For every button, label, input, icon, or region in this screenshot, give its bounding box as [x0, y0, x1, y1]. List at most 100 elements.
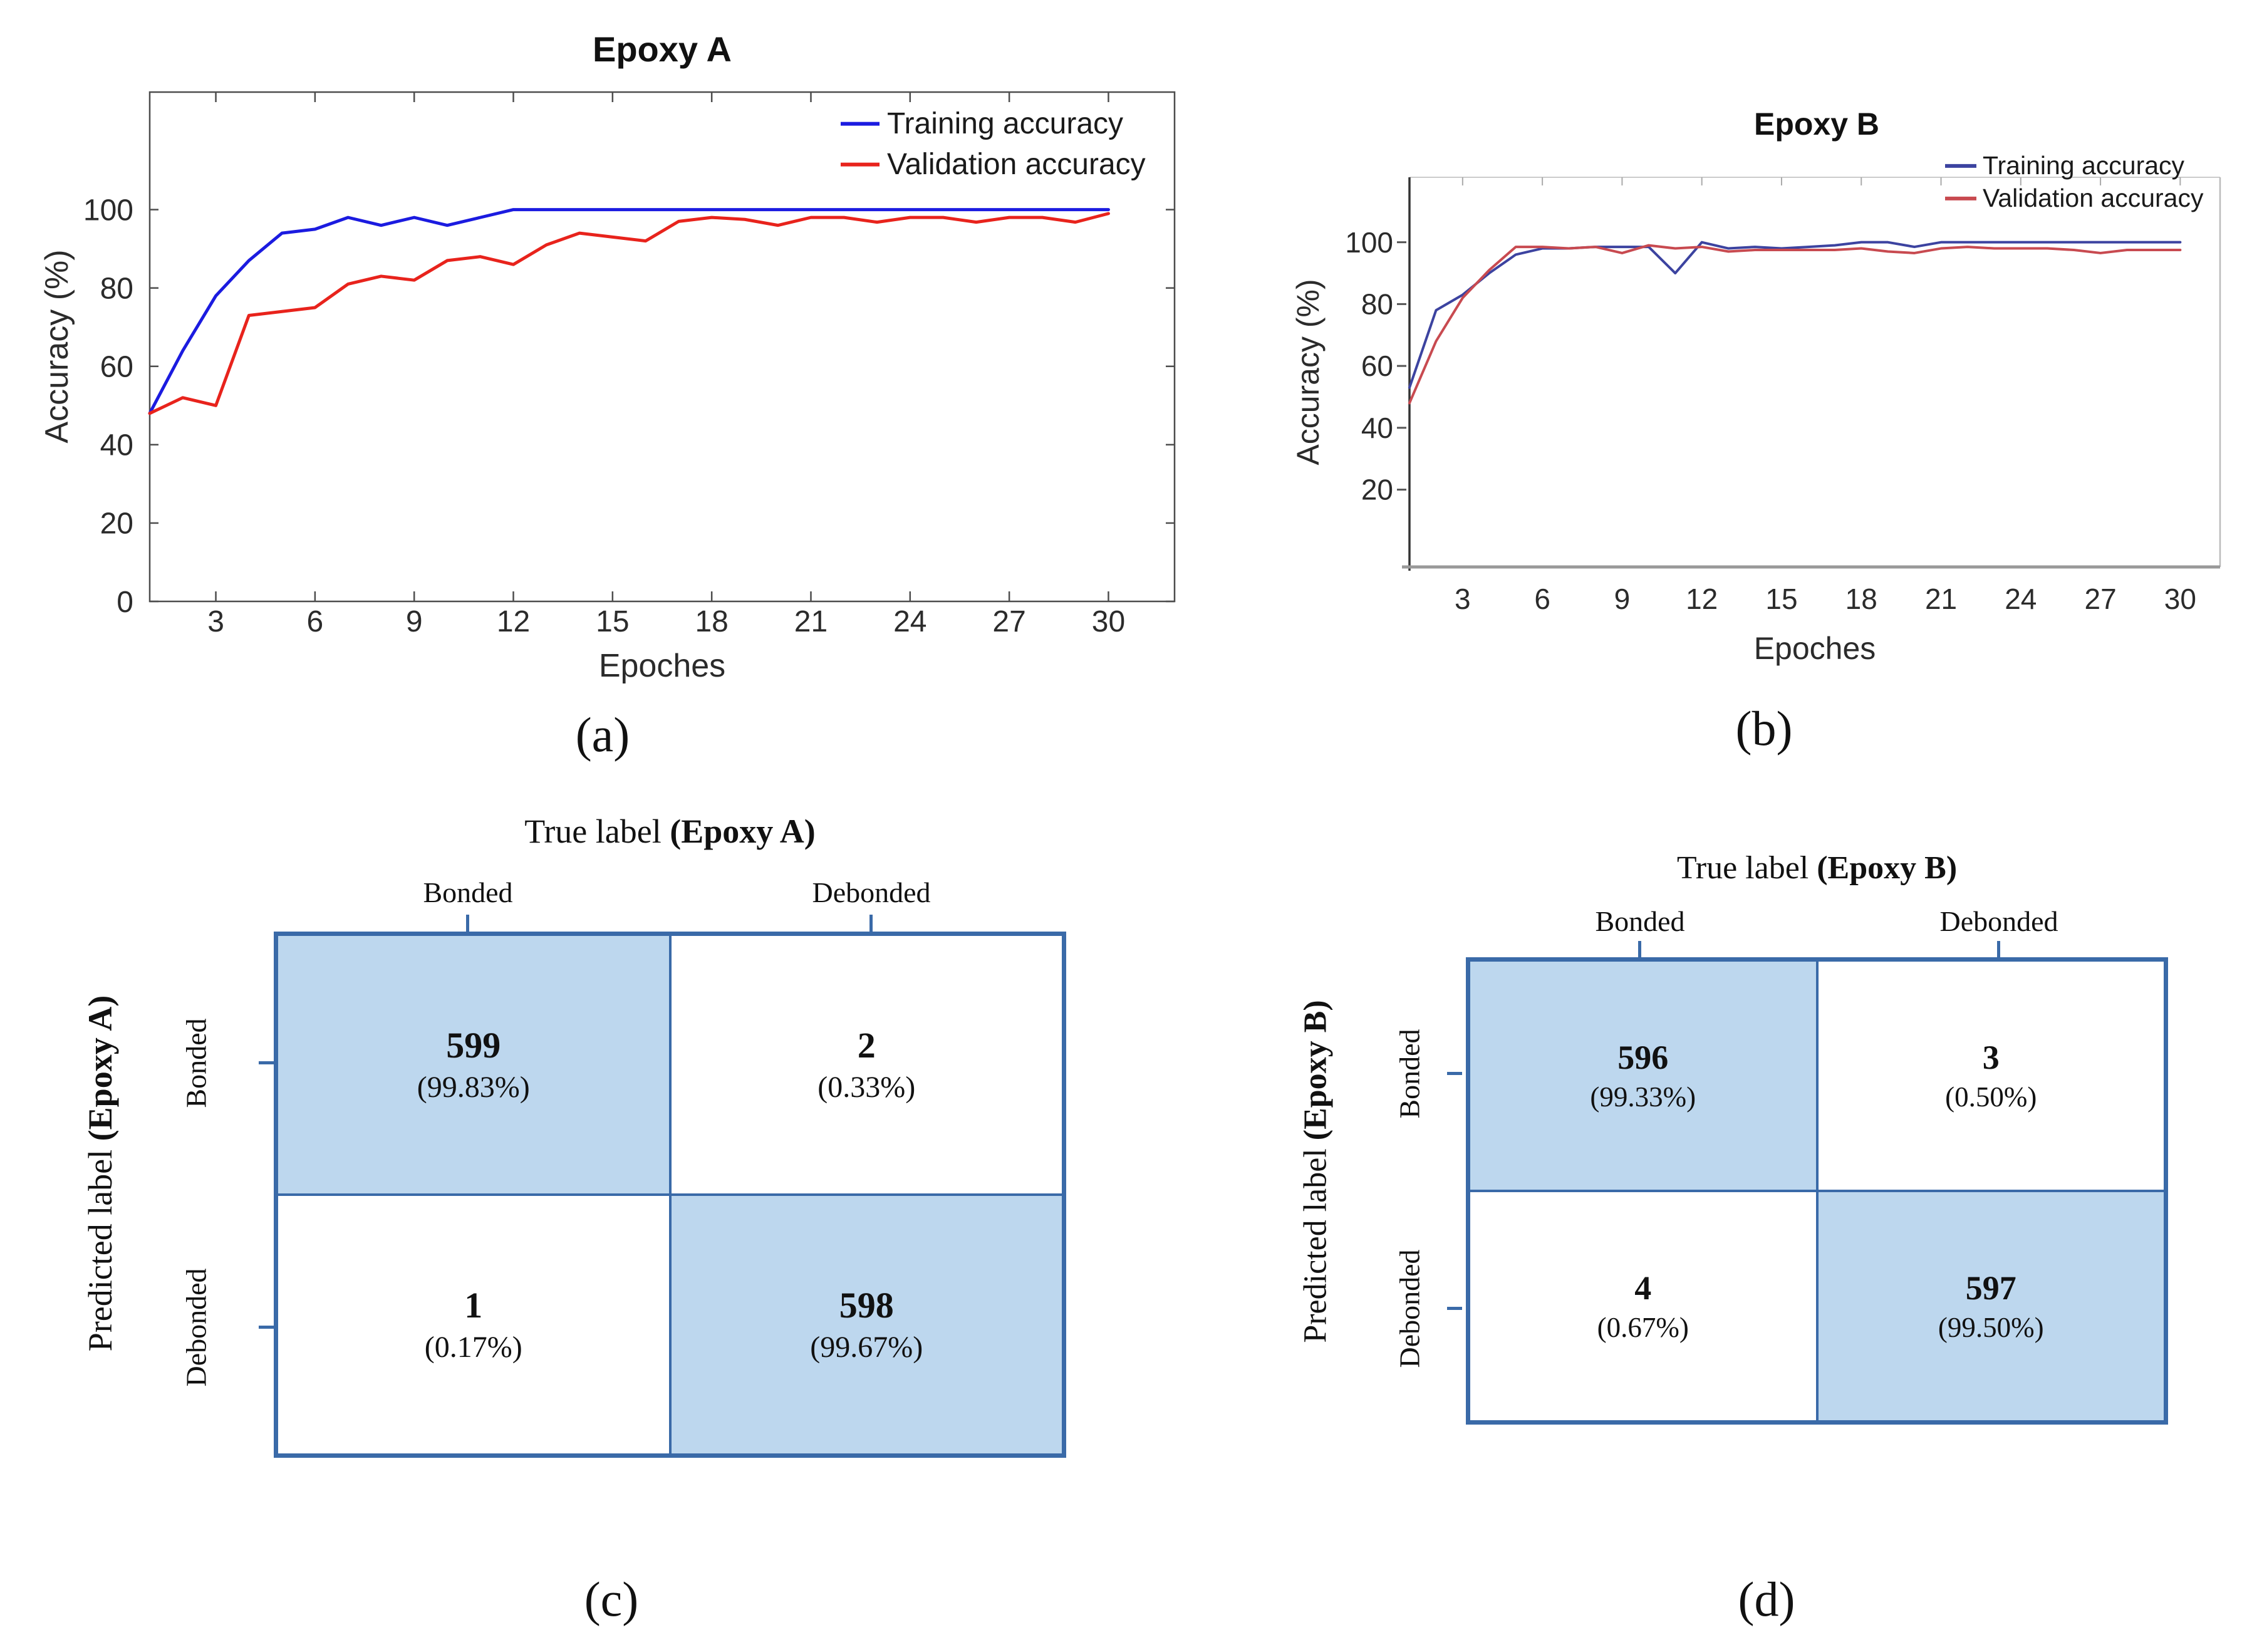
cm-a-row-tick-1 [259, 1061, 274, 1064]
svg-text:18: 18 [1845, 583, 1877, 615]
cm-a-count-11: 598 [839, 1284, 894, 1326]
cm-b-col-label-debonded: Debonded [1939, 905, 2058, 937]
svg-text:24: 24 [893, 605, 926, 638]
svg-text:40: 40 [100, 429, 133, 462]
cm-a-count-00: 599 [446, 1024, 501, 1066]
cm-a-col-axis-bold: (Epoxy A) [670, 813, 816, 850]
svg-text:Epoxy B: Epoxy B [1754, 106, 1879, 142]
svg-text:20: 20 [1361, 474, 1393, 506]
cm-b-count-00: 596 [1617, 1038, 1669, 1076]
caption-d: (d) [1738, 1572, 1795, 1626]
svg-text:60: 60 [100, 351, 133, 384]
cm-b-cell-bonded-bonded: 596 (99.33%) [1469, 960, 1817, 1191]
cm-a-row-label-bonded: Bonded [180, 1018, 212, 1108]
svg-text:Validation accuracy: Validation accuracy [887, 148, 1146, 181]
svg-text:21: 21 [1925, 583, 1957, 615]
cm-a-pct-01: (0.33%) [817, 1070, 916, 1104]
cm-a-row-axis-bold: (Epoxy A) [81, 995, 119, 1141]
svg-text:Epoxy A: Epoxy A [593, 29, 732, 69]
cm-a-col-axis-title: True label (Epoxy A) [274, 812, 1066, 851]
cm-a-cell-bonded-bonded: 599 (99.83%) [277, 935, 670, 1195]
svg-text:24: 24 [2005, 583, 2037, 615]
cm-a-count-01: 2 [857, 1024, 876, 1066]
cm-a-col-label-bonded: Bonded [423, 876, 513, 908]
cm-a-pct-10: (0.17%) [424, 1330, 522, 1364]
cm-b-cell-debonded-debonded: 597 (99.50%) [1817, 1191, 2165, 1421]
cm-a-cell-debonded-bonded: 1 (0.17%) [277, 1195, 670, 1455]
cm-a-count-10: 1 [464, 1284, 483, 1326]
svg-text:Training accuracy: Training accuracy [1983, 151, 2185, 180]
epoxy-a-accuracy-chart: 3 6 9 12 15 18 21 24 27 30 0 20 40 60 80 100 Epoches Accu… [39, 29, 1176, 684]
svg-text:3: 3 [1455, 583, 1471, 615]
cm-a-cell-debonded-debonded: 598 (99.67%) [670, 1195, 1063, 1455]
svg-text:Accuracy (%): Accuracy (%) [1290, 279, 1326, 465]
caption-a: (a) [575, 707, 630, 762]
svg-text:0: 0 [117, 586, 133, 619]
svg-text:12: 12 [497, 605, 530, 638]
cm-b-pct-11: (99.50%) [1938, 1311, 2044, 1343]
cm-b-grid: 596 (99.33%) 3 (0.50%) 4 (0.67%) 597 (99… [1466, 957, 2168, 1425]
cm-b-col-label-bonded: Bonded [1595, 905, 1685, 937]
cm-b-row-label-debonded: Debonded [1393, 1249, 1426, 1368]
svg-text:21: 21 [794, 605, 828, 638]
cm-a-row-label-debonded: Debonded [180, 1268, 212, 1387]
cm-b-row-label-bonded: Bonded [1393, 1029, 1426, 1119]
svg-text:100: 100 [1345, 226, 1393, 259]
svg-text:6: 6 [1534, 583, 1550, 615]
svg-text:Validation accuracy: Validation accuracy [1983, 184, 2204, 212]
svg-text:80: 80 [100, 272, 133, 305]
svg-text:9: 9 [406, 605, 423, 638]
cm-b-col-axis-bold: (Epoxy B) [1817, 850, 1958, 886]
svg-text:40: 40 [1361, 412, 1393, 444]
cm-b-count-11: 597 [1965, 1269, 2016, 1307]
svg-text:100: 100 [83, 194, 133, 227]
cm-b-cell-bonded-debonded: 3 (0.50%) [1817, 960, 2165, 1191]
cm-b-cell-debonded-bonded: 4 (0.67%) [1469, 1191, 1817, 1421]
svg-text:18: 18 [695, 605, 728, 638]
svg-text:12: 12 [1686, 583, 1718, 615]
cm-b-col-axis-prefix: True label [1676, 850, 1817, 886]
epoxy-b-accuracy-chart: 3 6 9 12 15 18 21 24 27 30 20 40 60 80 100 Epoches Accur… [1290, 106, 2221, 666]
svg-text:Epoches: Epoches [599, 648, 725, 684]
cm-b-row-tick-1 [1447, 1072, 1462, 1075]
svg-text:Accuracy (%): Accuracy (%) [39, 249, 75, 443]
svg-text:27: 27 [992, 605, 1025, 638]
cm-a-cell-bonded-debonded: 2 (0.33%) [670, 935, 1063, 1195]
cm-b-pct-10: (0.67%) [1597, 1311, 1689, 1343]
svg-text:Epoches: Epoches [1754, 631, 1876, 666]
cm-b-row-axis-prefix: Predicted label [1297, 1140, 1334, 1343]
svg-text:Training accuracy: Training accuracy [887, 107, 1123, 140]
svg-text:60: 60 [1361, 350, 1393, 382]
svg-text:80: 80 [1361, 288, 1393, 320]
caption-b: (b) [1735, 701, 1793, 756]
cm-b-pct-00: (99.33%) [1590, 1081, 1696, 1113]
svg-text:9: 9 [1614, 583, 1631, 615]
svg-text:30: 30 [2164, 583, 2196, 615]
cm-a-pct-00: (99.83%) [417, 1070, 530, 1104]
cm-a-col-axis-prefix: True label [524, 813, 670, 850]
svg-text:30: 30 [1092, 605, 1125, 638]
cm-b-count-10: 4 [1634, 1269, 1652, 1307]
cm-b-row-axis-bold: (Epoxy B) [1297, 1000, 1334, 1141]
caption-c: (c) [584, 1572, 639, 1626]
svg-text:27: 27 [2084, 583, 2116, 615]
cm-b-col-axis-title: True label (Epoxy B) [1466, 849, 2168, 886]
cm-a-col-tick-2 [869, 915, 873, 932]
cm-a-grid: 599 (99.83%) 2 (0.33%) 1 (0.17%) 598 (99… [274, 932, 1066, 1458]
cm-b-row-axis-title: Predicted label (Epoxy B) [1297, 1000, 1334, 1343]
cm-b-col-tick-1 [1638, 941, 1641, 958]
cm-a-row-axis-title: Predicted label (Epoxy A) [81, 995, 120, 1351]
cm-a-col-label-debonded: Debonded [812, 876, 931, 908]
svg-text:6: 6 [307, 605, 324, 638]
cm-b-count-01: 3 [1982, 1038, 2000, 1076]
svg-text:15: 15 [596, 605, 629, 638]
cm-a-row-tick-2 [259, 1326, 274, 1329]
cm-b-col-tick-2 [1997, 941, 2000, 958]
svg-text:3: 3 [207, 605, 224, 638]
svg-text:20: 20 [100, 507, 133, 541]
cm-a-row-axis-prefix: Predicted label [81, 1141, 119, 1352]
cm-b-row-tick-2 [1447, 1307, 1462, 1310]
cm-a-pct-11: (99.67%) [810, 1330, 923, 1364]
svg-text:15: 15 [1765, 583, 1797, 615]
